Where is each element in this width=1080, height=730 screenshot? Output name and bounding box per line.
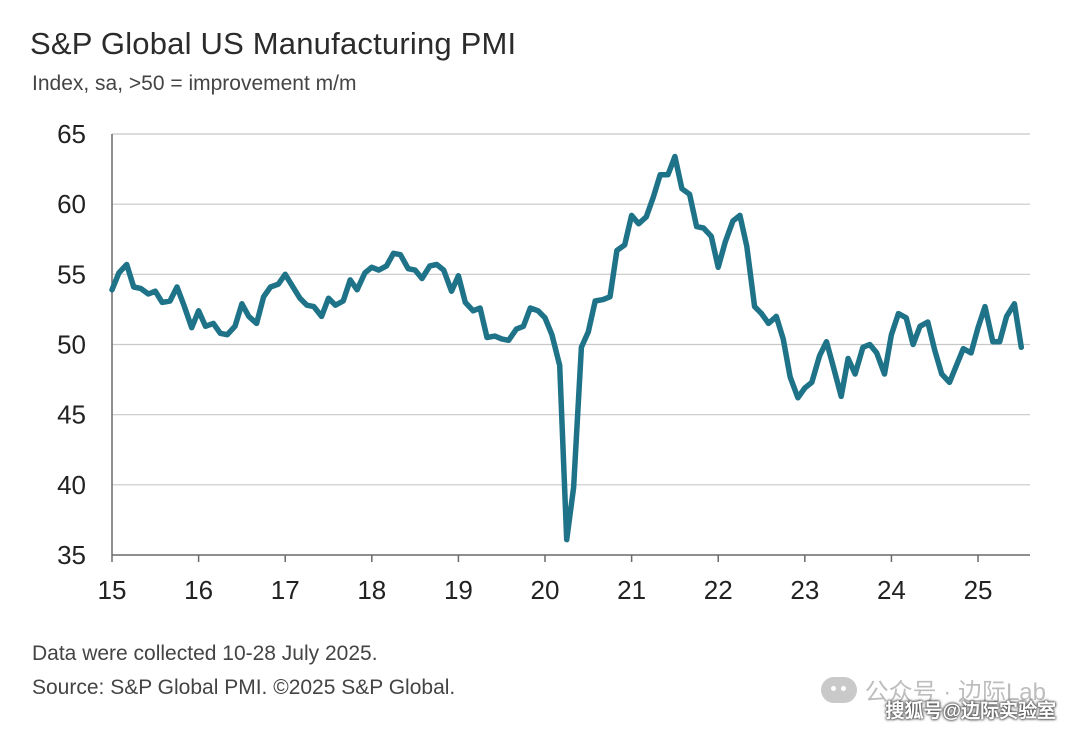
x-tick-label: 21 [617,575,646,605]
x-tick-label: 22 [704,575,733,605]
y-tick-label: 40 [57,470,86,500]
chart-title: S&P Global US Manufacturing PMI [30,26,517,61]
data-collection-note: Data were collected 10-28 July 2025. [32,642,378,665]
x-tick-label: 17 [271,575,300,605]
x-tick-label: 18 [357,575,386,605]
x-tick-label: 20 [531,575,560,605]
wechat-icon [820,676,857,703]
source-note: Source: S&P Global PMI. ©2025 S&P Global… [32,676,456,699]
pmi-series-line [109,153,1025,543]
y-tick-label: 65 [57,119,86,149]
y-tick-label: 35 [57,540,86,570]
x-tick-label: 15 [98,575,127,605]
chart-subtitle: Index, sa, >50 = improvement m/m [32,72,357,95]
wechat-watermark: 公众号 · 边际Lab [820,672,1046,707]
x-tick-label: 25 [964,575,993,605]
y-tick-label: 60 [57,189,86,219]
x-tick-label: 16 [184,575,213,605]
y-tick-label: 45 [57,400,86,430]
wechat-watermark-text: 公众号 · 边际Lab [864,679,1046,706]
y-tick-label: 55 [57,259,86,289]
x-tick-label: 24 [877,575,906,605]
x-tick-label: 23 [790,575,819,605]
y-tick-label: 50 [57,330,86,360]
x-tick-label: 19 [444,575,473,605]
sohu-watermark: 搜狐号@边际实验室 [885,701,1056,722]
pmi-line-chart: 35 40 45 50 55 60 65 15 16 17 18 19 20 21 22 23 24 25 [57,119,1030,605]
